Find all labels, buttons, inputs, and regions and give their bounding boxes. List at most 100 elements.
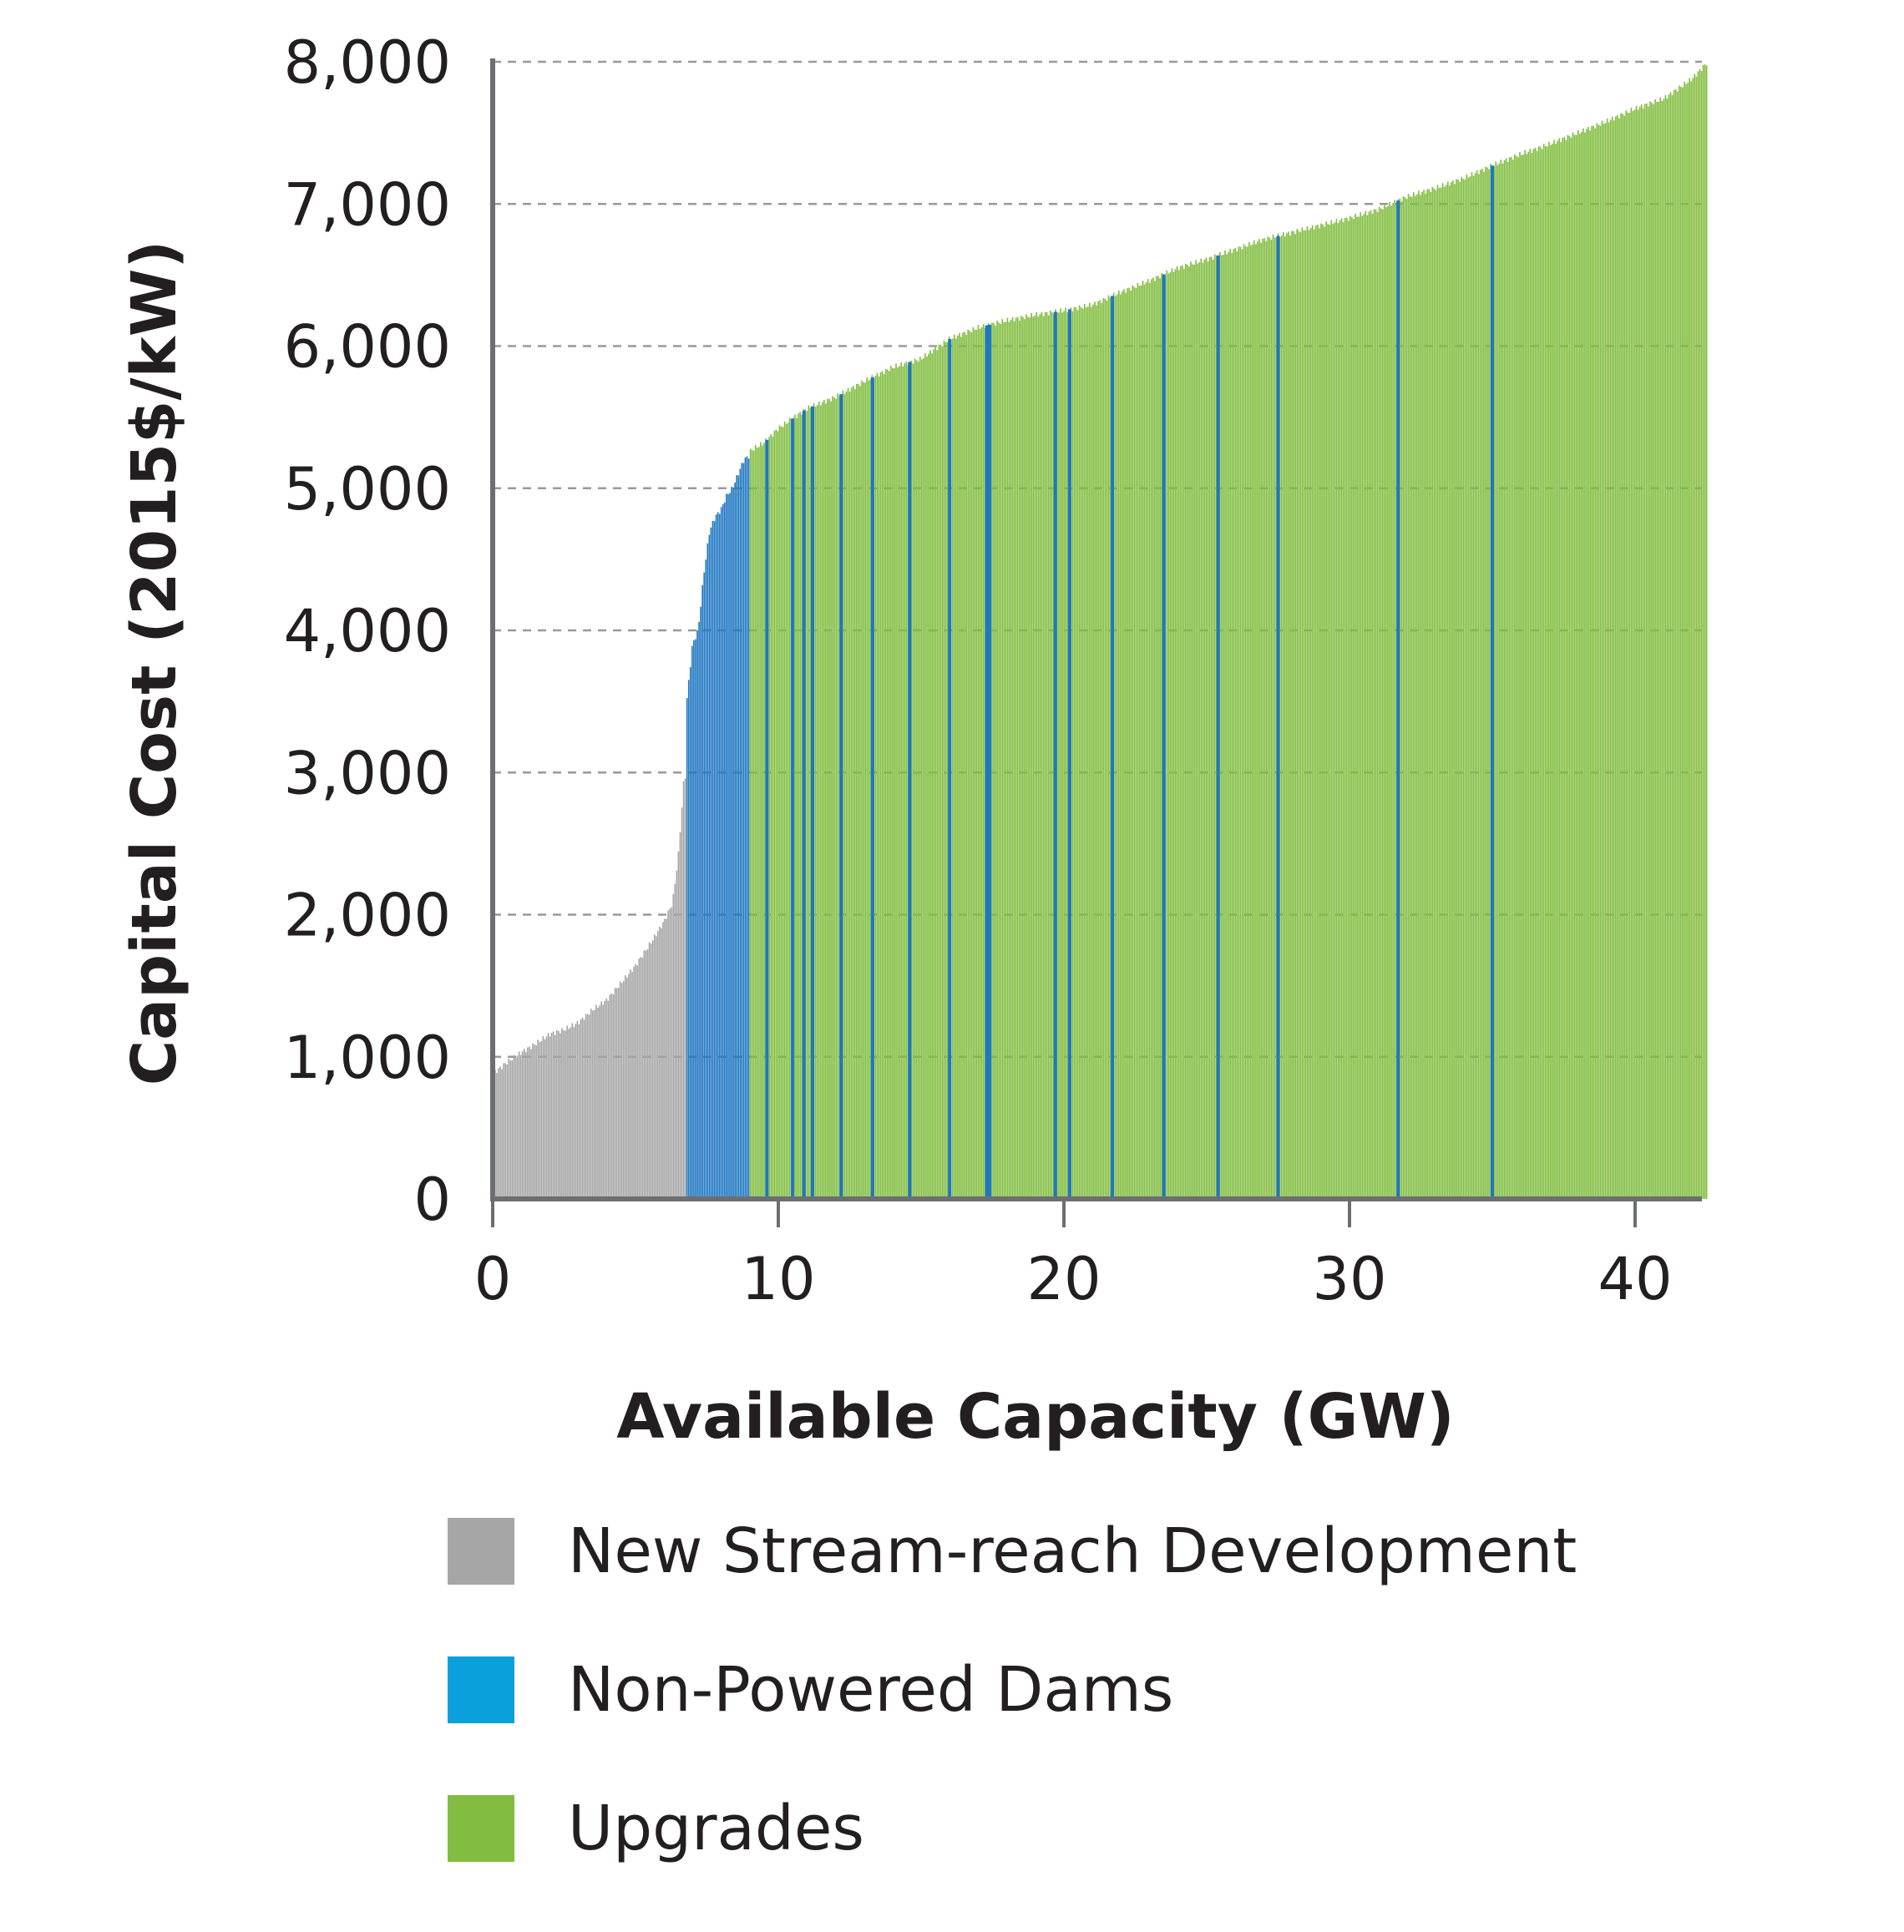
bar-upgrades: [886, 369, 889, 1199]
bar-upgrades: [1060, 308, 1061, 1199]
bar-upgrades: [1344, 218, 1346, 1199]
bar-new-stream-reach-development: [540, 1040, 543, 1199]
bar-upgrades: [1117, 291, 1120, 1199]
bar-new-stream-reach-development: [514, 1058, 517, 1199]
bar-non-powered-dam: [802, 410, 806, 1200]
bar-upgrades: [1671, 94, 1674, 1200]
bar-upgrades: [1182, 268, 1185, 1200]
bar-upgrades: [1358, 216, 1360, 1199]
bar-upgrades: [1025, 314, 1027, 1200]
bar-upgrades: [1223, 255, 1224, 1200]
bar-upgrades: [1342, 222, 1344, 1200]
bar-upgrades: [890, 366, 892, 1199]
bar-upgrades: [946, 341, 949, 1199]
bar-upgrades: [1414, 195, 1416, 1199]
bar-new-stream-reach-development: [568, 1029, 570, 1199]
bar-upgrades: [1049, 310, 1051, 1200]
bar-upgrades: [1221, 255, 1223, 1199]
bar-non-powered-dams: [724, 502, 726, 1199]
bar-upgrades: [1498, 163, 1501, 1200]
bar-upgrades: [1506, 161, 1509, 1200]
bar-new-stream-reach-development: [552, 1031, 554, 1199]
bar-upgrades: [1327, 224, 1329, 1199]
bar-new-stream-reach-development: [633, 966, 635, 1199]
bar-upgrades: [794, 414, 796, 1199]
bar-upgrades: [972, 326, 975, 1200]
bar-new-stream-reach-development: [581, 1017, 584, 1199]
y-tick-label: 8,000: [284, 28, 451, 97]
bar-upgrades: [1459, 181, 1461, 1199]
bar-upgrades: [1208, 256, 1211, 1199]
bar-new-stream-reach-development: [535, 1045, 537, 1199]
bar-upgrades: [1024, 319, 1025, 1199]
bar-upgrades: [1319, 228, 1320, 1199]
bar-upgrades: [798, 413, 799, 1199]
bar-upgrades: [910, 361, 913, 1199]
bar-upgrades: [1207, 261, 1209, 1200]
bar-upgrades: [1370, 210, 1372, 1199]
bar-upgrades: [1630, 108, 1633, 1199]
bar-upgrades: [869, 379, 872, 1199]
bar-upgrades: [1416, 194, 1418, 1199]
bar-upgrades: [1071, 311, 1074, 1200]
bar-upgrades: [1325, 221, 1327, 1199]
bar-non-powered-dams: [695, 639, 696, 1199]
bar-upgrades: [941, 346, 944, 1200]
bar-upgrades: [1029, 317, 1030, 1199]
bar-non-powered-dams: [708, 534, 711, 1199]
bar-upgrades: [1611, 116, 1613, 1199]
bar-upgrades: [1552, 144, 1553, 1200]
bar-upgrades: [1125, 292, 1127, 1200]
bar-upgrades: [1034, 316, 1036, 1199]
bar-upgrades: [861, 380, 863, 1199]
bar-upgrades: [1428, 189, 1431, 1199]
bar-upgrades: [1548, 141, 1550, 1199]
bar-upgrades: [1262, 238, 1263, 1199]
bar-new-stream-reach-development: [518, 1051, 520, 1199]
bar-upgrades: [763, 443, 765, 1199]
bar-upgrades: [1483, 171, 1485, 1199]
bar-upgrades: [1147, 279, 1149, 1199]
bar-upgrades: [1400, 201, 1403, 1199]
bar-upgrades: [1375, 209, 1377, 1199]
bar-upgrades: [1376, 212, 1379, 1199]
bar-upgrades: [975, 329, 978, 1199]
bar-upgrades: [1609, 119, 1612, 1200]
bar-upgrades: [914, 358, 916, 1199]
bar-upgrades: [788, 417, 791, 1199]
bar-upgrades: [1582, 128, 1584, 1200]
bar-new-stream-reach-development: [527, 1047, 529, 1199]
bar-upgrades: [1181, 265, 1183, 1199]
bar-upgrades: [1317, 225, 1319, 1200]
bar-upgrades: [859, 386, 861, 1199]
bar-upgrades: [1443, 186, 1446, 1200]
bar-upgrades: [1361, 215, 1364, 1199]
bar-upgrades: [1503, 159, 1506, 1199]
bar-upgrades: [1674, 89, 1677, 1200]
bar-new-stream-reach-development: [597, 1008, 599, 1199]
bar-upgrades: [828, 398, 830, 1199]
bar-upgrades: [1203, 259, 1206, 1199]
bar-upgrades: [758, 447, 760, 1199]
bar-upgrades: [1188, 266, 1190, 1199]
bar-new-stream-reach-development: [554, 1034, 556, 1199]
bar-new-stream-reach-development: [650, 943, 652, 1199]
bar-upgrades: [1102, 298, 1105, 1200]
bar-new-stream-reach-development: [672, 893, 675, 1199]
bar-upgrades: [1421, 191, 1423, 1200]
bar-new-stream-reach-development: [586, 1014, 589, 1199]
bar-non-powered-dams: [720, 507, 722, 1199]
bar-new-stream-reach-development: [534, 1044, 535, 1199]
y-tick-label: 4,000: [284, 597, 451, 665]
bar-upgrades: [1212, 259, 1214, 1199]
bar-upgrades: [915, 360, 918, 1199]
bar-new-stream-reach-development: [620, 983, 623, 1199]
bar-upgrades: [1568, 135, 1571, 1200]
bar-new-stream-reach-development: [506, 1064, 509, 1199]
bar-new-stream-reach-development: [563, 1029, 565, 1199]
bar-upgrades: [1016, 316, 1019, 1200]
bar-upgrades: [1593, 125, 1595, 1199]
bar-new-stream-reach-development: [659, 926, 661, 1199]
bar-upgrades: [1356, 216, 1358, 1199]
bar-upgrades: [1150, 279, 1152, 1199]
